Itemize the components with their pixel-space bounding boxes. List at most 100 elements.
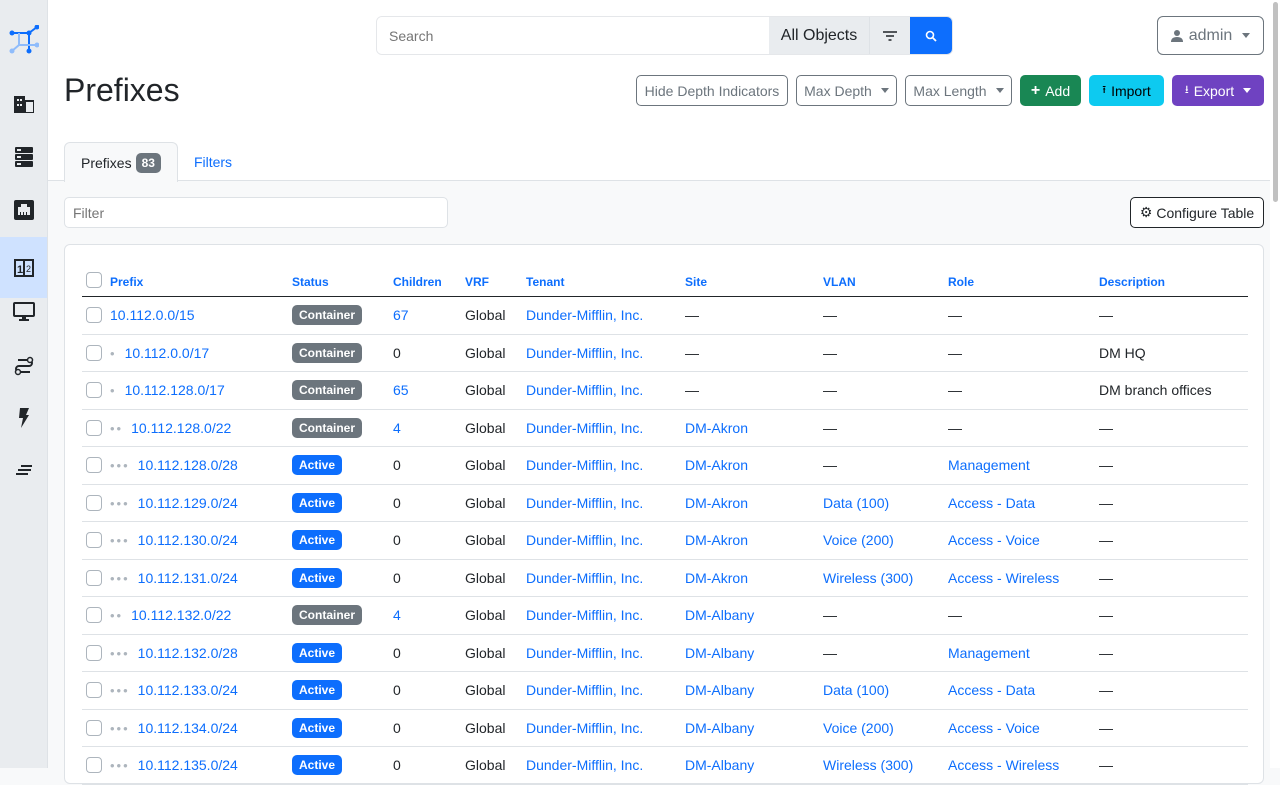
- building-icon[interactable]: [0, 84, 47, 124]
- row-checkbox[interactable]: [86, 607, 102, 624]
- role-link[interactable]: Management: [948, 457, 1030, 474]
- ethernet-icon[interactable]: [0, 190, 47, 230]
- hide-depth-button[interactable]: Hide Depth Indicators: [636, 75, 788, 106]
- vlan-link[interactable]: Wireless (300): [823, 757, 914, 774]
- row-checkbox[interactable]: [86, 457, 102, 474]
- vlan-link[interactable]: Voice (200): [823, 719, 894, 736]
- prefix-link[interactable]: 10.112.0.0/15: [110, 307, 195, 324]
- configure-table-button[interactable]: ⚙ Configure Table: [1130, 197, 1264, 228]
- row-checkbox[interactable]: [86, 532, 102, 549]
- export-button[interactable]: ⭳ Export: [1172, 75, 1264, 106]
- column-header[interactable]: VRF: [465, 275, 489, 289]
- search-input[interactable]: [377, 17, 769, 54]
- role-link[interactable]: Access - Voice: [948, 532, 1040, 549]
- prefix-link[interactable]: 10.112.133.0/24: [137, 682, 238, 699]
- row-checkbox[interactable]: [86, 382, 102, 399]
- tenant-link[interactable]: Dunder-Mifflin, Inc.: [526, 494, 644, 511]
- row-checkbox[interactable]: [86, 719, 102, 736]
- row-checkbox[interactable]: [86, 644, 102, 661]
- search-scope-select[interactable]: All Objects: [769, 17, 870, 54]
- max-length-dropdown[interactable]: Max Length: [905, 75, 1012, 106]
- prefix-link[interactable]: 10.112.132.0/22: [131, 607, 232, 624]
- flash-icon[interactable]: [0, 398, 47, 438]
- prefix-link[interactable]: 10.112.128.0/22: [131, 419, 232, 436]
- site-link[interactable]: DM-Albany: [685, 682, 755, 699]
- tab-prefixes[interactable]: Prefixes 83: [64, 142, 178, 182]
- role-link[interactable]: Access - Data: [948, 682, 1036, 699]
- tenant-link[interactable]: Dunder-Mifflin, Inc.: [526, 307, 644, 324]
- children-count[interactable]: 4: [393, 419, 401, 436]
- prefix-link[interactable]: 10.112.130.0/24: [137, 532, 238, 549]
- site-link[interactable]: DM-Akron: [685, 494, 749, 511]
- children-count[interactable]: 4: [393, 607, 401, 624]
- tenant-link[interactable]: Dunder-Mifflin, Inc.: [526, 457, 644, 474]
- tenant-link[interactable]: Dunder-Mifflin, Inc.: [526, 757, 644, 774]
- site-link[interactable]: DM-Albany: [685, 757, 755, 774]
- user-menu-button[interactable]: admin: [1157, 16, 1264, 55]
- site-link[interactable]: DM-Akron: [685, 419, 749, 436]
- row-checkbox[interactable]: [86, 494, 102, 511]
- role-link[interactable]: Access - Data: [948, 494, 1036, 511]
- site-link[interactable]: DM-Akron: [685, 569, 749, 586]
- add-button[interactable]: + Add: [1020, 75, 1081, 106]
- vlan-link[interactable]: Wireless (300): [823, 569, 914, 586]
- column-header[interactable]: Role: [948, 275, 975, 289]
- children-count[interactable]: 67: [393, 307, 409, 324]
- column-header[interactable]: Tenant: [526, 275, 565, 289]
- tenant-link[interactable]: Dunder-Mifflin, Inc.: [526, 607, 644, 624]
- column-header[interactable]: VLAN: [823, 275, 856, 289]
- role-link[interactable]: Access - Wireless: [948, 569, 1060, 586]
- import-button[interactable]: ⭱ Import: [1089, 75, 1164, 106]
- tenant-link[interactable]: Dunder-Mifflin, Inc.: [526, 382, 644, 399]
- row-checkbox[interactable]: [86, 569, 102, 586]
- prefix-link[interactable]: 10.112.129.0/24: [137, 494, 238, 511]
- scrollbar-thumb[interactable]: [1273, 2, 1278, 202]
- column-header[interactable]: Status: [292, 275, 329, 289]
- tenant-link[interactable]: Dunder-Mifflin, Inc.: [526, 682, 644, 699]
- notes-icon[interactable]: [0, 450, 47, 490]
- site-link[interactable]: DM-Albany: [685, 719, 755, 736]
- prefix-link[interactable]: 10.112.135.0/24: [137, 757, 238, 774]
- column-header[interactable]: Description: [1099, 275, 1166, 289]
- children-count[interactable]: 65: [393, 382, 409, 399]
- tenant-link[interactable]: Dunder-Mifflin, Inc.: [526, 419, 644, 436]
- table-filter-input[interactable]: [64, 197, 448, 228]
- site-link[interactable]: DM-Akron: [685, 532, 749, 549]
- column-header[interactable]: Site: [685, 275, 708, 289]
- column-header[interactable]: Prefix: [110, 275, 144, 289]
- prefix-link[interactable]: 10.112.134.0/24: [137, 719, 238, 736]
- role-link[interactable]: Access - Voice: [948, 719, 1040, 736]
- tab-filters[interactable]: Filters: [178, 142, 248, 181]
- search-filter-button[interactable]: [870, 17, 910, 54]
- monitor-icon[interactable]: [0, 292, 47, 332]
- role-link[interactable]: Access - Wireless: [948, 757, 1060, 774]
- transit-icon[interactable]: [0, 346, 47, 386]
- tenant-link[interactable]: Dunder-Mifflin, Inc.: [526, 644, 644, 661]
- row-checkbox[interactable]: [86, 757, 102, 774]
- tenant-link[interactable]: Dunder-Mifflin, Inc.: [526, 344, 644, 361]
- role-link[interactable]: Management: [948, 644, 1030, 661]
- tenant-link[interactable]: Dunder-Mifflin, Inc.: [526, 569, 644, 586]
- site-link[interactable]: DM-Albany: [685, 607, 755, 624]
- select-all-checkbox[interactable]: [86, 272, 102, 288]
- server-icon[interactable]: [0, 137, 47, 177]
- column-header[interactable]: Children: [393, 275, 442, 289]
- prefix-link[interactable]: 10.112.132.0/28: [137, 644, 238, 661]
- vlan-link[interactable]: Data (100): [823, 494, 890, 511]
- search-button[interactable]: [910, 17, 952, 54]
- row-checkbox[interactable]: [86, 419, 102, 436]
- prefix-link[interactable]: 10.112.0.0/17: [124, 344, 210, 361]
- prefix-link[interactable]: 10.112.128.0/17: [124, 382, 225, 399]
- row-checkbox[interactable]: [86, 682, 102, 699]
- row-checkbox[interactable]: [86, 307, 102, 324]
- vlan-link[interactable]: Data (100): [823, 682, 890, 699]
- netbox-logo-icon[interactable]: [0, 20, 47, 60]
- row-checkbox[interactable]: [86, 344, 102, 361]
- scrollbar[interactable]: [1270, 0, 1280, 768]
- max-depth-dropdown[interactable]: Max Depth: [796, 75, 897, 106]
- prefix-link[interactable]: 10.112.131.0/24: [137, 569, 238, 586]
- vlan-link[interactable]: Voice (200): [823, 532, 894, 549]
- site-link[interactable]: DM-Albany: [685, 644, 755, 661]
- tenant-link[interactable]: Dunder-Mifflin, Inc.: [526, 719, 644, 736]
